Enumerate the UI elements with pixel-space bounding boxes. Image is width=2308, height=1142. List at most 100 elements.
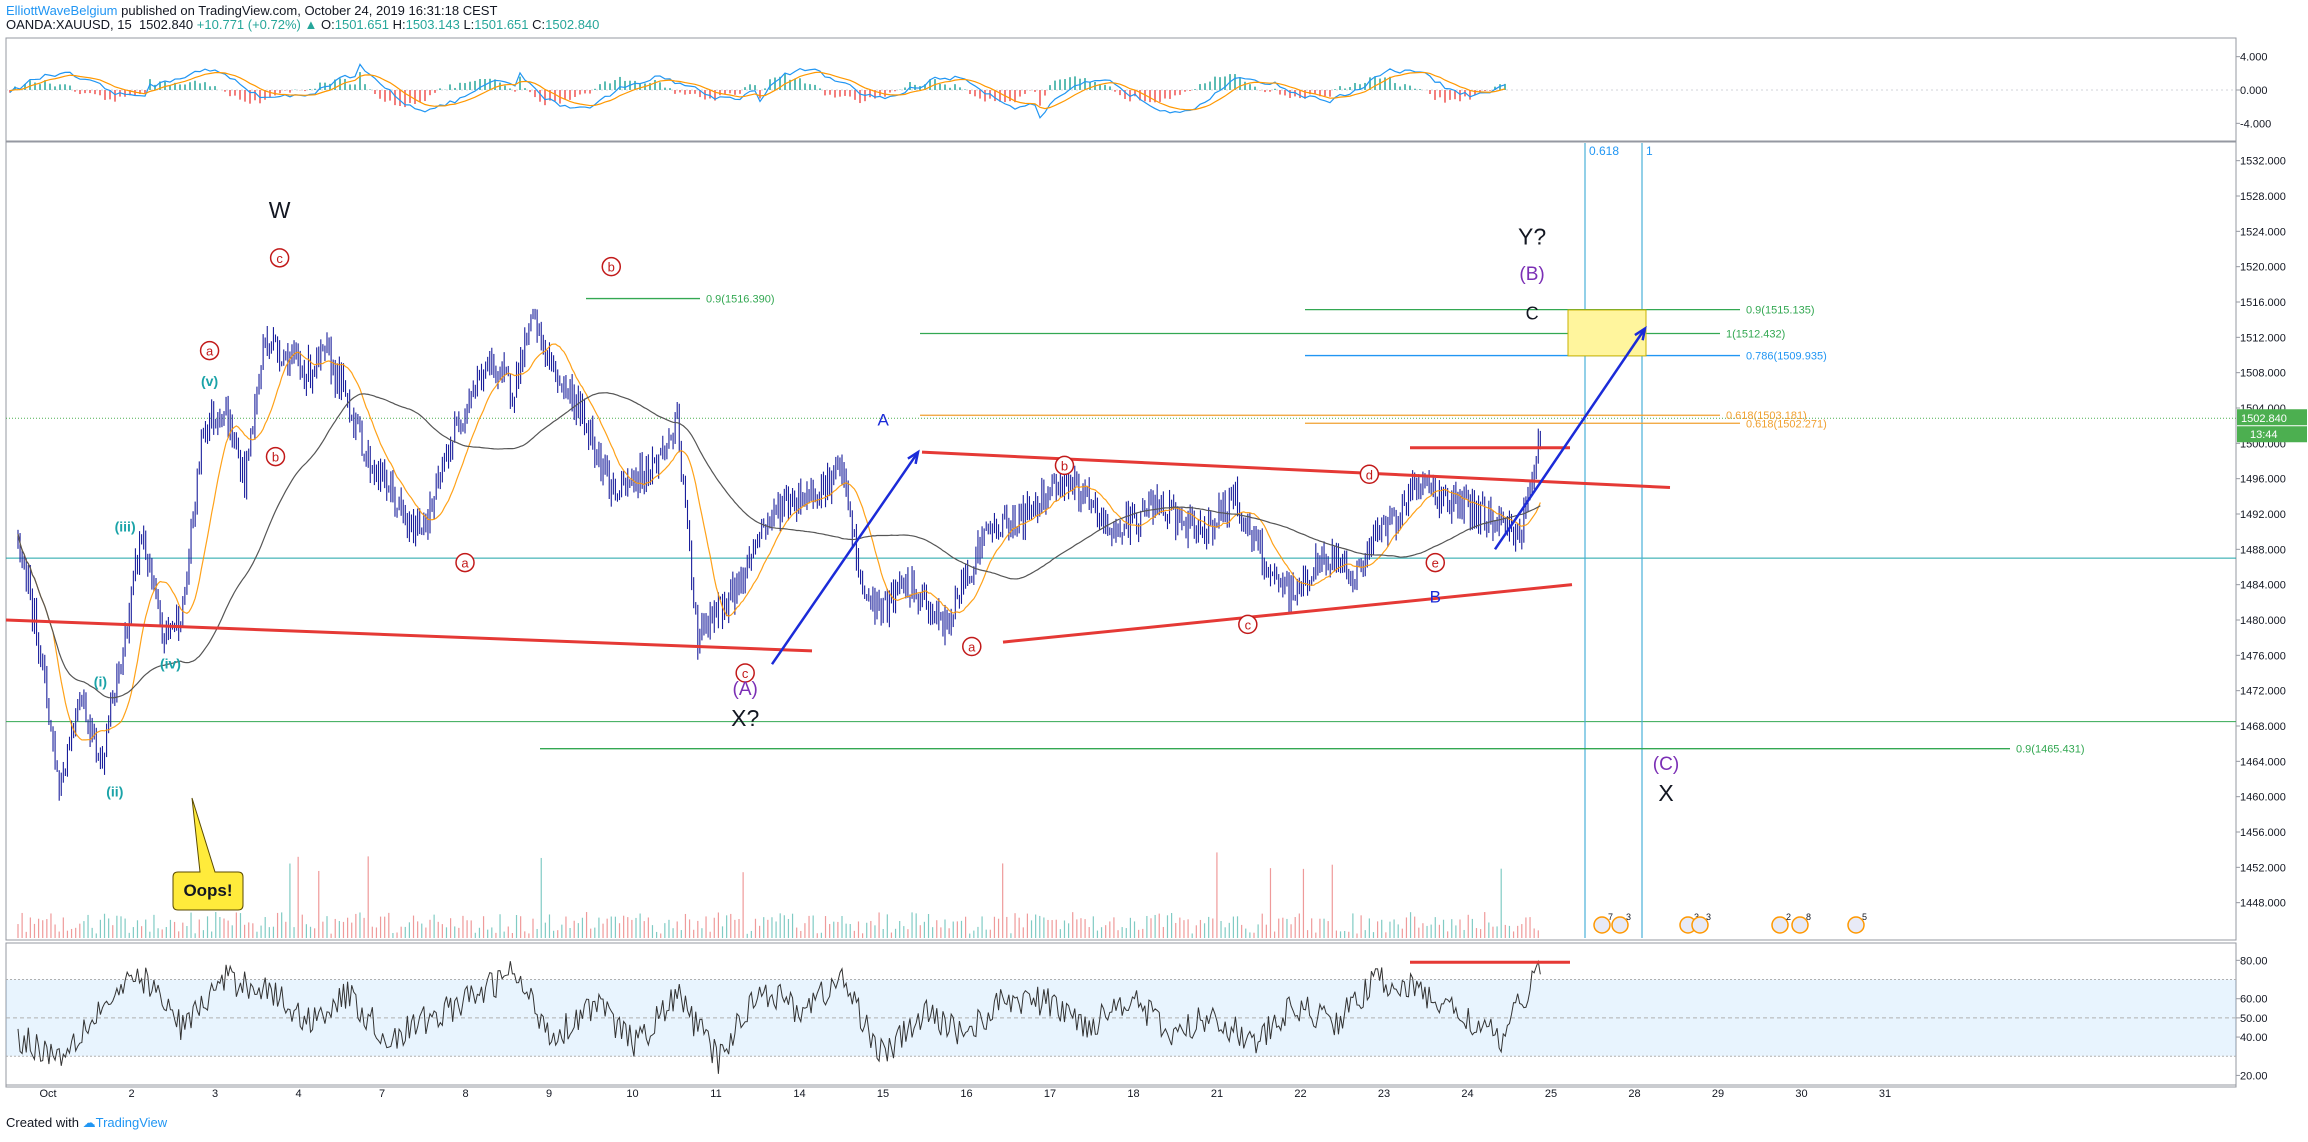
osc-histogram-bar [649, 83, 651, 90]
wave-label-circle [1238, 614, 1258, 635]
osc-histogram-bar [1379, 78, 1381, 90]
wave-label-circle [269, 248, 290, 268]
osc-histogram-bar [1404, 84, 1406, 90]
osc-histogram-bar [414, 90, 416, 104]
osc-histogram-bar [1044, 90, 1046, 96]
osc-histogram-bar [1484, 90, 1486, 91]
osc-histogram-bar [1179, 90, 1181, 95]
osc-histogram-bar [509, 88, 511, 90]
event-count: 8 [1806, 912, 1811, 922]
osc-histogram-bar [1104, 84, 1106, 90]
osc-histogram-bar [374, 90, 376, 94]
osc-histogram-bar [634, 80, 636, 90]
osc-histogram-bar [1034, 90, 1036, 92]
osc-histogram-bar [49, 83, 51, 90]
osc-histogram-bar [1219, 77, 1221, 90]
event-flag-icon [1611, 916, 1629, 934]
impulse-arrow-a [770, 451, 920, 665]
tradingview-link[interactable]: TradingView [95, 1115, 168, 1130]
osc-histogram-bar [364, 84, 366, 90]
osc-histogram-bar [564, 90, 566, 100]
osc-histogram-bar [1139, 90, 1141, 101]
osc-histogram-bar [164, 81, 166, 90]
author-link[interactable]: ElliottWaveBelgium [6, 3, 118, 18]
countdown-tag [2237, 426, 2307, 443]
event-flag-icon [1791, 916, 1809, 934]
fib-level-label: 0.786(1509.935) [1746, 351, 1827, 363]
osc-histogram-bar [514, 90, 516, 92]
osc-histogram-bar [1159, 90, 1161, 102]
x-tick-label: 9 [546, 1088, 552, 1100]
price-tick-label: 1448.000 [2240, 898, 2286, 910]
osc-histogram-bar [664, 87, 666, 90]
osc-histogram-bar [34, 82, 36, 90]
osc-histogram-bar [594, 88, 596, 90]
triangle-lower-line [1002, 583, 1573, 644]
osc-histogram-bar [744, 87, 746, 90]
osc-histogram-bar [79, 90, 81, 95]
osc-histogram-bar [1204, 83, 1206, 90]
osc-histogram-bar [814, 84, 816, 90]
wave-label: Y? [1518, 224, 1546, 250]
osc-histogram-bar [869, 90, 871, 98]
price-tick-label: 1516.000 [2240, 297, 2286, 309]
osc-histogram-bar [964, 89, 966, 90]
fib-time-label: 0.618 [1589, 144, 1619, 158]
osc-histogram-bar [709, 90, 711, 99]
osc-tick-label: 4.000 [2240, 52, 2268, 64]
x-tick-label: 3 [212, 1088, 218, 1100]
wave-label-circle [601, 256, 622, 277]
osc-histogram-bar [199, 83, 201, 90]
osc-histogram-bar [539, 90, 541, 102]
osc-histogram-bar [1479, 90, 1481, 92]
event-flag-icon [1691, 916, 1709, 934]
wave-label: (A) [733, 679, 758, 700]
osc-histogram-bar [534, 90, 536, 98]
osc-histogram-bar [1439, 90, 1441, 98]
osc-histogram-bar [809, 84, 811, 90]
price-tick-label: 1468.000 [2240, 721, 2286, 733]
osc-histogram-bar [1414, 88, 1416, 90]
osc-histogram-bar [274, 90, 276, 96]
osc-histogram-bar [124, 90, 126, 97]
x-tick-label: 8 [462, 1088, 468, 1100]
x-tick-label: 4 [295, 1088, 301, 1100]
osc-histogram-bar [1454, 90, 1456, 100]
osc-histogram-bar [734, 90, 736, 95]
close-label: C: [532, 17, 546, 32]
wave-label: c [742, 666, 749, 681]
triangle-upper-line [921, 450, 1671, 489]
last-price: 1502.840 [138, 17, 194, 32]
osc-histogram-bar [1309, 90, 1311, 95]
countdown-tag-text: 13:44 [2250, 429, 2278, 441]
osc-histogram-bar [184, 84, 186, 90]
x-tick-label: 31 [1879, 1088, 1891, 1100]
rsi-tick-label: 40.00 [2240, 1032, 2268, 1044]
fib-level-label: 0.9(1465.431) [2016, 744, 2085, 756]
event-flag-icon [1593, 916, 1611, 934]
close-value: 1502.840 [545, 17, 600, 32]
osc-histogram-bar [624, 80, 626, 90]
osc-histogram-bar [599, 84, 601, 90]
osc-histogram-bar [84, 90, 86, 94]
rsi-tick-label: 80.00 [2240, 955, 2268, 967]
osc-histogram-bar [819, 88, 821, 90]
osc-histogram-bar [854, 90, 856, 100]
wave-label: X [1658, 780, 1673, 806]
price-tick-label: 1464.000 [2240, 756, 2286, 768]
event-flag-icon [1847, 916, 1865, 934]
osc-histogram-bar [189, 82, 191, 90]
osc-histogram-bar [44, 80, 46, 90]
wave-label: (v) [201, 373, 218, 389]
osc-histogram-bar [769, 79, 771, 90]
osc-histogram-bar [699, 90, 701, 98]
fib-level-label: 0.618(1503.181) [1726, 410, 1807, 422]
osc-histogram-bar [619, 76, 621, 90]
wave-label: C [1526, 304, 1539, 324]
triangle-up-icon: ▲ [304, 17, 318, 32]
open-label: O: [321, 17, 335, 32]
osc-histogram-bar [654, 80, 656, 90]
osc-histogram-bar [669, 88, 671, 90]
osc-histogram-bar [114, 90, 116, 102]
